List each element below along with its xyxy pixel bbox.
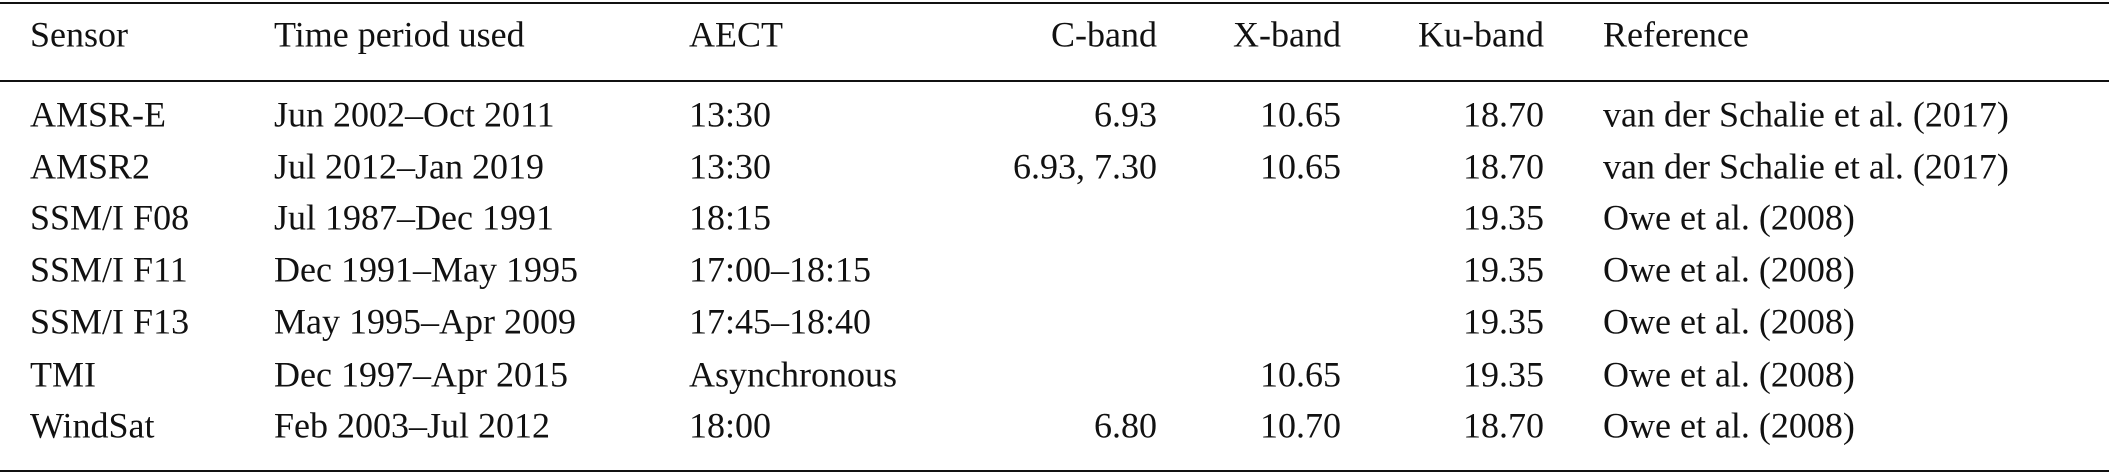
table-cell: 18.70 bbox=[1463, 146, 1544, 186]
table-cell: 18.70 bbox=[1463, 94, 1544, 134]
table-cell: 19.35 bbox=[1463, 197, 1544, 237]
table-cell: AMSR2 bbox=[30, 146, 150, 186]
table-cell: Owe et al. (2008) bbox=[1603, 354, 1855, 394]
table-cell: Feb 2003–Jul 2012 bbox=[274, 405, 550, 445]
table-cell: Jul 1987–Dec 1991 bbox=[274, 197, 554, 237]
header-cell: Sensor bbox=[30, 14, 128, 54]
table-cell: Dec 1991–May 1995 bbox=[274, 249, 578, 289]
table-cell: AMSR-E bbox=[30, 94, 166, 134]
table-cell: Asynchronous bbox=[689, 354, 897, 394]
table-cell: 10.65 bbox=[1260, 146, 1341, 186]
table-cell: 18.70 bbox=[1463, 405, 1544, 445]
table-cell: 10.70 bbox=[1260, 405, 1341, 445]
table-cell: May 1995–Apr 2009 bbox=[274, 301, 576, 341]
table-cell: 17:45–18:40 bbox=[689, 301, 871, 341]
table-cell: 19.35 bbox=[1463, 354, 1544, 394]
header-cell: Ku-band bbox=[1418, 14, 1544, 54]
table-cell: SSM/I F13 bbox=[30, 301, 189, 341]
table-cell: 6.80 bbox=[1094, 405, 1157, 445]
table-cell: van der Schalie et al. (2017) bbox=[1603, 94, 2009, 134]
header-cell: C-band bbox=[1051, 14, 1157, 54]
header-cell: Time period used bbox=[274, 14, 525, 54]
table-cell: SSM/I F08 bbox=[30, 197, 189, 237]
table-cell: 18:00 bbox=[689, 405, 771, 445]
table-cell: 19.35 bbox=[1463, 249, 1544, 289]
table-cell: Jun 2002–Oct 2011 bbox=[274, 94, 555, 134]
table-cell: SSM/I F11 bbox=[30, 249, 188, 289]
table-cell: 13:30 bbox=[689, 94, 771, 134]
table-cell: WindSat bbox=[30, 405, 155, 445]
table-cell: 6.93 bbox=[1094, 94, 1157, 134]
table-cell: Jul 2012–Jan 2019 bbox=[274, 146, 544, 186]
table-cell: 17:00–18:15 bbox=[689, 249, 871, 289]
table-cell: van der Schalie et al. (2017) bbox=[1603, 146, 2009, 186]
table-cell: 10.65 bbox=[1260, 94, 1341, 134]
table-cell: TMI bbox=[30, 354, 96, 394]
table-cell: 6.93, 7.30 bbox=[1013, 146, 1157, 186]
table-cell: Owe et al. (2008) bbox=[1603, 405, 1855, 445]
header-cell: AECT bbox=[689, 14, 783, 54]
table-cell: 19.35 bbox=[1463, 301, 1544, 341]
table-cell: 13:30 bbox=[689, 146, 771, 186]
header-cell: X-band bbox=[1233, 14, 1341, 54]
table-cell: Dec 1997–Apr 2015 bbox=[274, 354, 568, 394]
table-cell: 10.65 bbox=[1260, 354, 1341, 394]
table-cell: Owe et al. (2008) bbox=[1603, 249, 1855, 289]
table-cell: Owe et al. (2008) bbox=[1603, 197, 1855, 237]
table-cell: 18:15 bbox=[689, 197, 771, 237]
header-cell: Reference bbox=[1603, 14, 1749, 54]
table-cell: Owe et al. (2008) bbox=[1603, 301, 1855, 341]
